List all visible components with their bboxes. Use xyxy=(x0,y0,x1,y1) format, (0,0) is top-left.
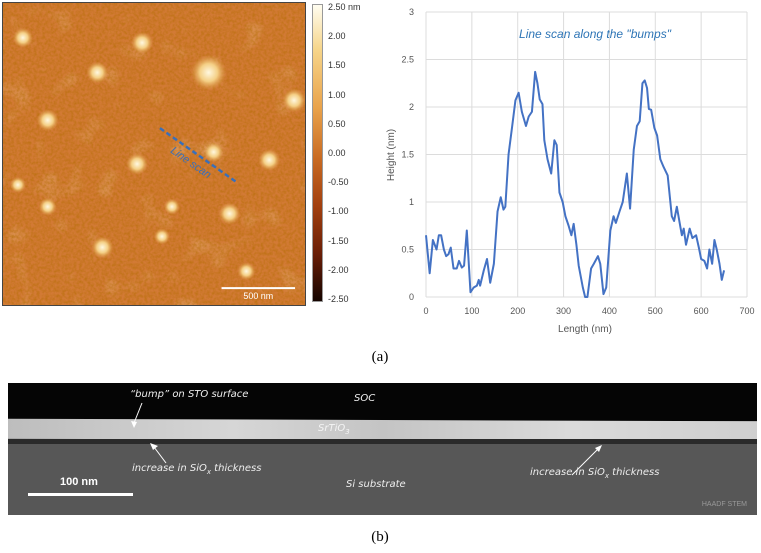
line-scan-chart: 0 100 200 300 400 500 600 700 0 0.5 1 1.5 2 2.5 3 Line … xyxy=(386,7,755,335)
sto-subscript: 3 xyxy=(345,428,350,436)
caption-a: (a) xyxy=(371,349,389,365)
scale-bar-label: 100 nm xyxy=(60,476,98,488)
afm-topography-image: Line scan 500 nm xyxy=(2,2,306,306)
y-tick-label: 0 xyxy=(409,292,414,302)
scale-bar-label: 500 nm xyxy=(243,291,273,301)
y-tick-label: 2.5 xyxy=(401,55,414,65)
colorbar-tick-label: 2.00 xyxy=(328,31,346,42)
scale-bar xyxy=(28,493,133,496)
chart-title: Line scan along the "bumps" xyxy=(519,27,672,41)
y-axis-label: Height (nm) xyxy=(386,129,397,181)
x-tick-label: 200 xyxy=(510,306,525,316)
sto-text: SrTiO xyxy=(318,423,346,434)
x-tick-label: 600 xyxy=(694,306,709,316)
annotation-text: thickness xyxy=(211,463,262,474)
annotation-subscript: x xyxy=(604,472,609,480)
soc-label: SOC xyxy=(354,393,376,404)
y-tick-label: 0.5 xyxy=(401,245,414,255)
y-tick-label: 2 xyxy=(409,102,414,112)
arrow-icon xyxy=(571,445,602,476)
arrow-icon xyxy=(131,402,143,428)
height-profile-line xyxy=(425,70,726,298)
annotation-text: increase in SiO xyxy=(530,467,605,478)
colorbar-tick-label: -2.50 xyxy=(328,294,349,304)
colorbar xyxy=(312,4,323,302)
colorbar-tick-label: -1.00 xyxy=(328,206,349,217)
x-tick-label: 100 xyxy=(464,306,479,316)
arrow-icon xyxy=(150,443,167,464)
colorbar-tick-label: 0.00 xyxy=(328,148,346,158)
colorbar-tick-label: -0.50 xyxy=(328,177,349,188)
y-tick-label: 3 xyxy=(409,7,414,17)
x-tick-label: 0 xyxy=(423,306,428,316)
annotation-subscript: x xyxy=(206,468,211,476)
y-tick-label: 1 xyxy=(409,197,414,207)
annotation-text: thickness xyxy=(609,467,660,478)
siox-annotation-right: increase in SiOx thickness xyxy=(530,467,659,480)
colorbar-tick-label: -1.50 xyxy=(328,235,349,246)
annotation-text: increase in SiO xyxy=(132,463,207,474)
colorbar-tick-label: 2.50 nm xyxy=(328,2,361,12)
colorbar-tick-label: 0.50 xyxy=(328,118,346,129)
colorbar-tick-label: 1.00 xyxy=(328,89,346,100)
imaging-mode-label: HAADF STEM xyxy=(701,501,747,508)
x-tick-label: 700 xyxy=(739,306,754,316)
colorbar-tick-label: -2.00 xyxy=(328,264,349,275)
substrate-label: Si substrate xyxy=(346,479,406,490)
caption-b: (b) xyxy=(371,529,389,545)
y-tick-label: 1.5 xyxy=(401,150,414,160)
sto-label: SrTiO3 xyxy=(318,423,350,436)
colorbar-tick-label: 1.50 xyxy=(328,60,346,71)
x-tick-label: 500 xyxy=(648,306,663,316)
siox-annotation-left: increase in SiOx thickness xyxy=(132,463,261,476)
x-tick-label: 400 xyxy=(602,306,617,316)
x-axis-label: Length (nm) xyxy=(558,324,612,335)
x-tick-label: 300 xyxy=(556,306,571,316)
stem-image: “bump” on STO surface SOC SrTiO3 increas… xyxy=(8,383,757,515)
bump-annotation: “bump” on STO surface xyxy=(130,389,249,400)
